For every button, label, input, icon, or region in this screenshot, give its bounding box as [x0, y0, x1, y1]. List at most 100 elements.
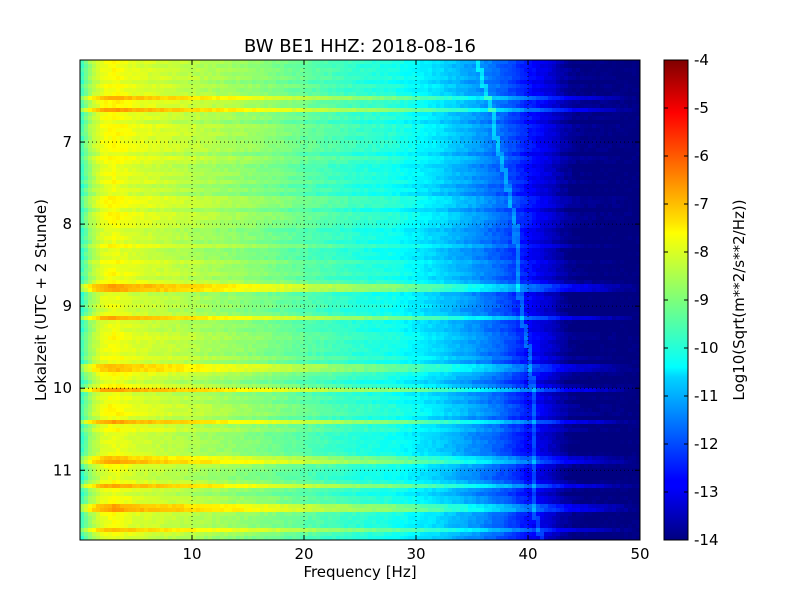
heatmap-cell	[616, 60, 621, 65]
heatmap-cell	[420, 124, 425, 129]
heatmap-cell	[132, 120, 137, 125]
heatmap-cell	[464, 92, 469, 97]
heatmap-cell	[268, 188, 273, 193]
heatmap-cell	[200, 104, 205, 109]
heatmap-cell	[280, 156, 285, 161]
heatmap-cell	[348, 116, 353, 121]
heatmap-cell	[196, 132, 201, 137]
heatmap-cell	[356, 60, 361, 65]
heatmap-cell	[120, 172, 125, 177]
heatmap-cell	[444, 64, 449, 69]
heatmap-cell	[616, 124, 621, 129]
heatmap-cell	[100, 172, 105, 177]
heatmap-cell	[572, 188, 577, 193]
heatmap-cell	[528, 120, 533, 125]
heatmap-cell	[372, 100, 377, 105]
heatmap-cell	[516, 156, 521, 161]
heatmap-cell	[452, 124, 457, 129]
heatmap-cell	[508, 108, 513, 113]
heatmap-cell	[536, 192, 541, 197]
heatmap-cell	[184, 196, 189, 201]
heatmap-cell	[232, 60, 237, 65]
heatmap-cell	[576, 88, 581, 93]
heatmap-cell	[220, 116, 225, 121]
heatmap-cell	[472, 116, 477, 121]
heatmap-cell	[540, 92, 545, 97]
heatmap-cell	[136, 108, 141, 113]
heatmap-cell	[452, 76, 457, 81]
heatmap-cell	[604, 184, 609, 189]
heatmap-cell	[116, 164, 121, 169]
heatmap-cell	[132, 72, 137, 77]
heatmap-cell	[624, 140, 629, 145]
heatmap-cell	[324, 160, 329, 165]
heatmap-cell	[120, 152, 125, 157]
heatmap-cell	[576, 136, 581, 141]
heatmap-cell	[416, 184, 421, 189]
heatmap-cell	[356, 112, 361, 117]
heatmap-cell	[140, 132, 145, 137]
heatmap-cell	[124, 124, 129, 129]
heatmap-cell	[264, 92, 269, 97]
heatmap-cell	[428, 148, 433, 153]
heatmap-cell	[432, 64, 437, 69]
heatmap-cell	[176, 192, 181, 197]
heatmap-cell	[80, 172, 85, 177]
heatmap-cell	[592, 144, 597, 149]
heatmap-cell	[472, 92, 477, 97]
heatmap-cell	[336, 200, 341, 205]
heatmap-cell	[268, 184, 273, 189]
heatmap-cell	[316, 68, 321, 73]
heatmap-cell	[168, 72, 173, 77]
heatmap-cell	[416, 148, 421, 153]
heatmap-cell	[236, 88, 241, 93]
heatmap-cell	[628, 92, 633, 97]
heatmap-cell	[260, 184, 265, 189]
heatmap-cell	[136, 148, 141, 153]
heatmap-cell	[216, 112, 221, 117]
heatmap-cell	[92, 136, 97, 141]
heatmap-cell	[564, 180, 569, 185]
heatmap-cell	[152, 104, 157, 109]
heatmap-cell	[572, 136, 577, 141]
heatmap-cell	[360, 124, 365, 129]
heatmap-cell	[124, 168, 129, 173]
heatmap-cell	[128, 172, 133, 177]
heatmap-cell	[592, 64, 597, 69]
heatmap-cell	[176, 136, 181, 141]
heatmap-cell	[524, 60, 529, 65]
heatmap-cell	[260, 152, 265, 157]
heatmap-cell	[128, 88, 133, 93]
heatmap-cell	[348, 200, 353, 205]
heatmap-cell	[352, 128, 357, 133]
heatmap-cell	[560, 76, 565, 81]
heatmap-cell	[588, 148, 593, 153]
heatmap-cell	[228, 100, 233, 105]
heatmap-cell	[300, 64, 305, 69]
heatmap-cell	[336, 60, 341, 65]
heatmap-cell	[624, 116, 629, 121]
heatmap-cell	[552, 172, 557, 177]
heatmap-cell	[388, 112, 393, 117]
heatmap-cell	[376, 152, 381, 157]
heatmap-cell	[392, 128, 397, 133]
heatmap-cell	[160, 100, 165, 105]
heatmap-cell	[104, 112, 109, 117]
heatmap-cell	[376, 88, 381, 93]
heatmap-cell	[584, 196, 589, 201]
heatmap-cell	[256, 76, 261, 81]
heatmap-cell	[220, 200, 225, 205]
heatmap-cell	[432, 144, 437, 149]
heatmap-cell	[440, 152, 445, 157]
heatmap-cell	[132, 96, 137, 101]
heatmap-cell	[592, 88, 597, 93]
heatmap-cell	[332, 84, 337, 89]
heatmap-cell	[368, 148, 373, 153]
heatmap-cell	[180, 132, 185, 137]
heatmap-cell	[576, 120, 581, 125]
heatmap-cell	[220, 160, 225, 165]
heatmap-cell	[248, 144, 253, 149]
heatmap-cell	[324, 76, 329, 81]
heatmap-cell	[164, 152, 169, 157]
heatmap-cell	[208, 148, 213, 153]
